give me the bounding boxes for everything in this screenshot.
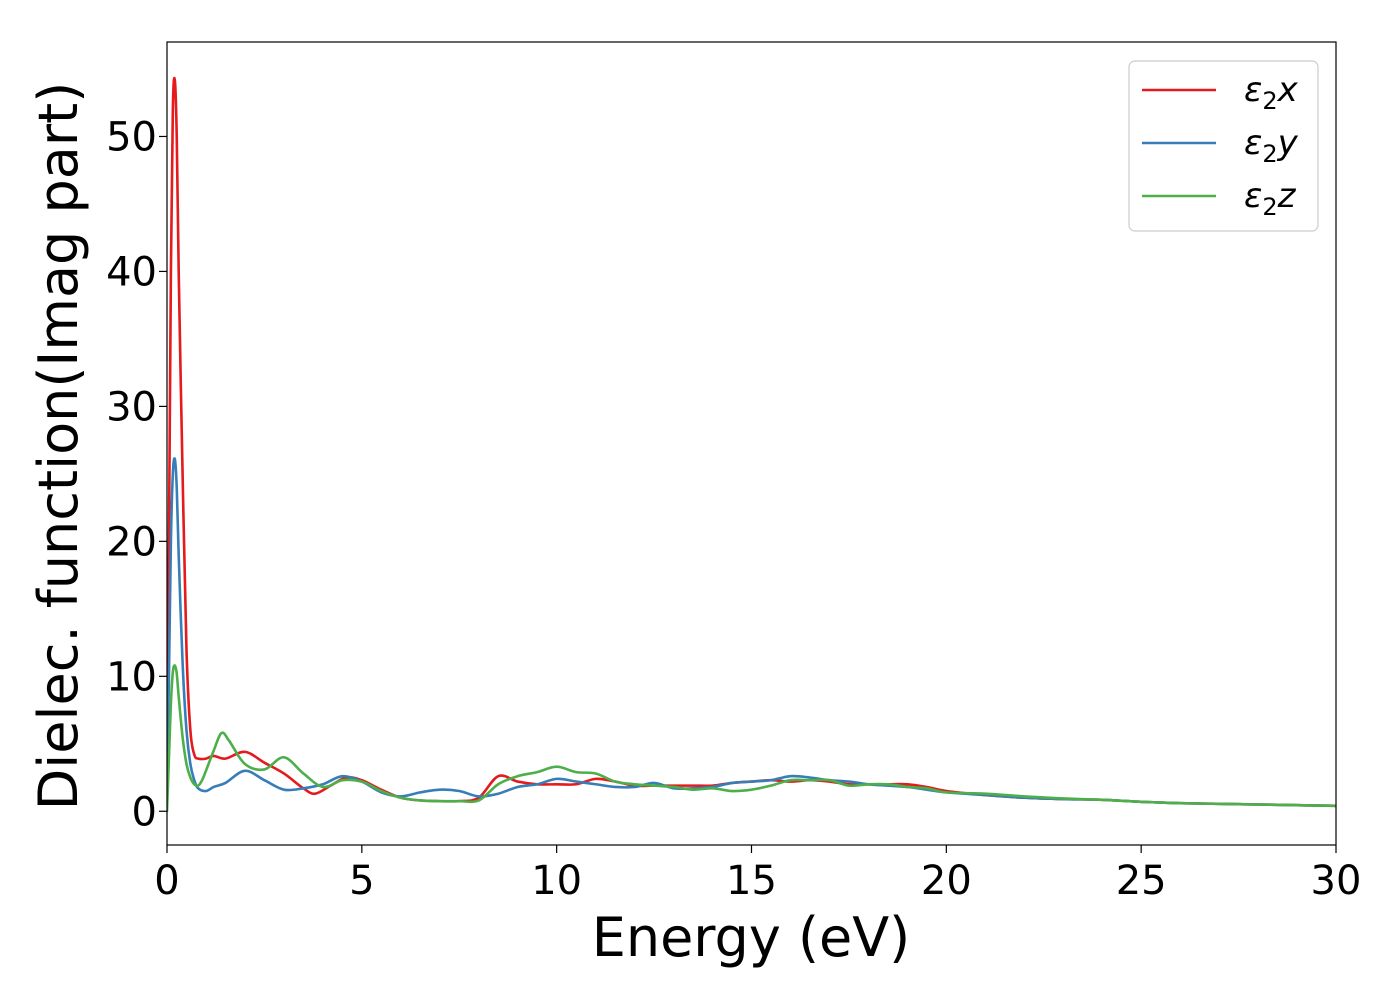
x-tick-label: 10 (531, 858, 582, 904)
y-tick-label: 30 (106, 384, 157, 430)
series-line-x (167, 76, 1336, 808)
series-line-z (167, 664, 1336, 813)
y-axis-title: Dielec. function(Imag part) (27, 82, 90, 811)
x-tick-label: 5 (349, 858, 374, 904)
legend-box (1128, 60, 1319, 232)
legend-label-z: ε2z (1244, 176, 1297, 221)
legend: ε2x ε2y ε2z (1128, 60, 1319, 232)
x-tick-label: 25 (1116, 858, 1167, 904)
y-tick-label: 40 (106, 249, 157, 295)
legend-label-y: ε2y (1244, 123, 1299, 168)
y-tick-label: 50 (106, 114, 157, 160)
y-tick-label: 10 (106, 654, 157, 700)
x-tick-label: 0 (154, 858, 179, 904)
x-axis-title: Energy (eV) (592, 906, 911, 969)
series-layer (167, 76, 1336, 813)
y-tick-label: 20 (106, 519, 157, 565)
x-tick-label: 30 (1311, 858, 1362, 904)
y-tick-label: 0 (132, 789, 157, 835)
legend-label-x: ε2x (1244, 70, 1299, 115)
y-axis: 0 10 20 30 40 50 (106, 114, 167, 835)
x-tick-label: 15 (726, 858, 777, 904)
x-tick-label: 20 (921, 858, 972, 904)
x-axis: 0 5 10 15 20 25 30 (154, 845, 1361, 904)
